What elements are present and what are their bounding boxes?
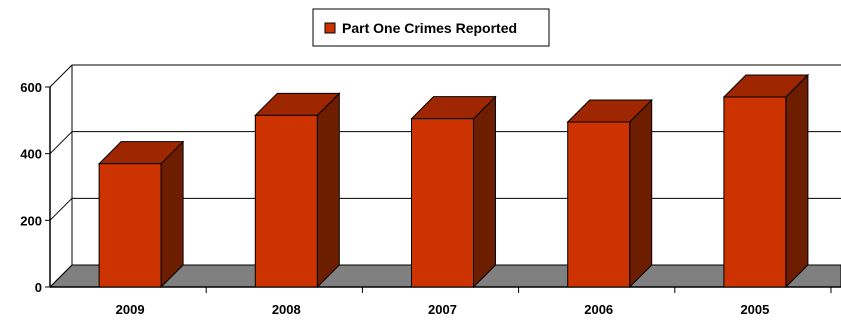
bar	[98, 163, 162, 288]
legend-box	[312, 8, 550, 47]
y-tick-label: 400	[20, 147, 42, 162]
legend-swatch	[324, 22, 336, 34]
plot-area: 0 200 400 600 2009 2008 2007 2006 2005	[20, 64, 841, 317]
wall-diagonal	[49, 64, 73, 88]
wall-diagonal	[49, 264, 73, 288]
x-tick-label: 2009	[116, 302, 145, 317]
bar	[723, 96, 787, 288]
bar-side	[473, 95, 496, 289]
legend: Part One Crimes Reported	[312, 8, 550, 47]
y-tick-label: 0	[35, 280, 42, 295]
legend-label: Part One Crimes Reported	[342, 20, 517, 36]
bar-side	[160, 140, 184, 289]
bar	[254, 114, 318, 288]
x-tick-label: 2007	[428, 302, 457, 317]
y-tick-label: 200	[20, 213, 42, 228]
bar	[567, 121, 631, 288]
wall-diagonal	[49, 131, 73, 155]
bar-side	[629, 98, 653, 289]
bar	[411, 118, 474, 288]
x-tick-label: 2005	[740, 302, 769, 317]
y-tick-label: 600	[20, 80, 42, 95]
bar-side	[785, 73, 809, 289]
x-tick-label: 2008	[272, 302, 301, 317]
wall-diagonal	[49, 197, 73, 221]
x-tick-label: 2006	[584, 302, 613, 317]
bar-side	[316, 92, 340, 289]
